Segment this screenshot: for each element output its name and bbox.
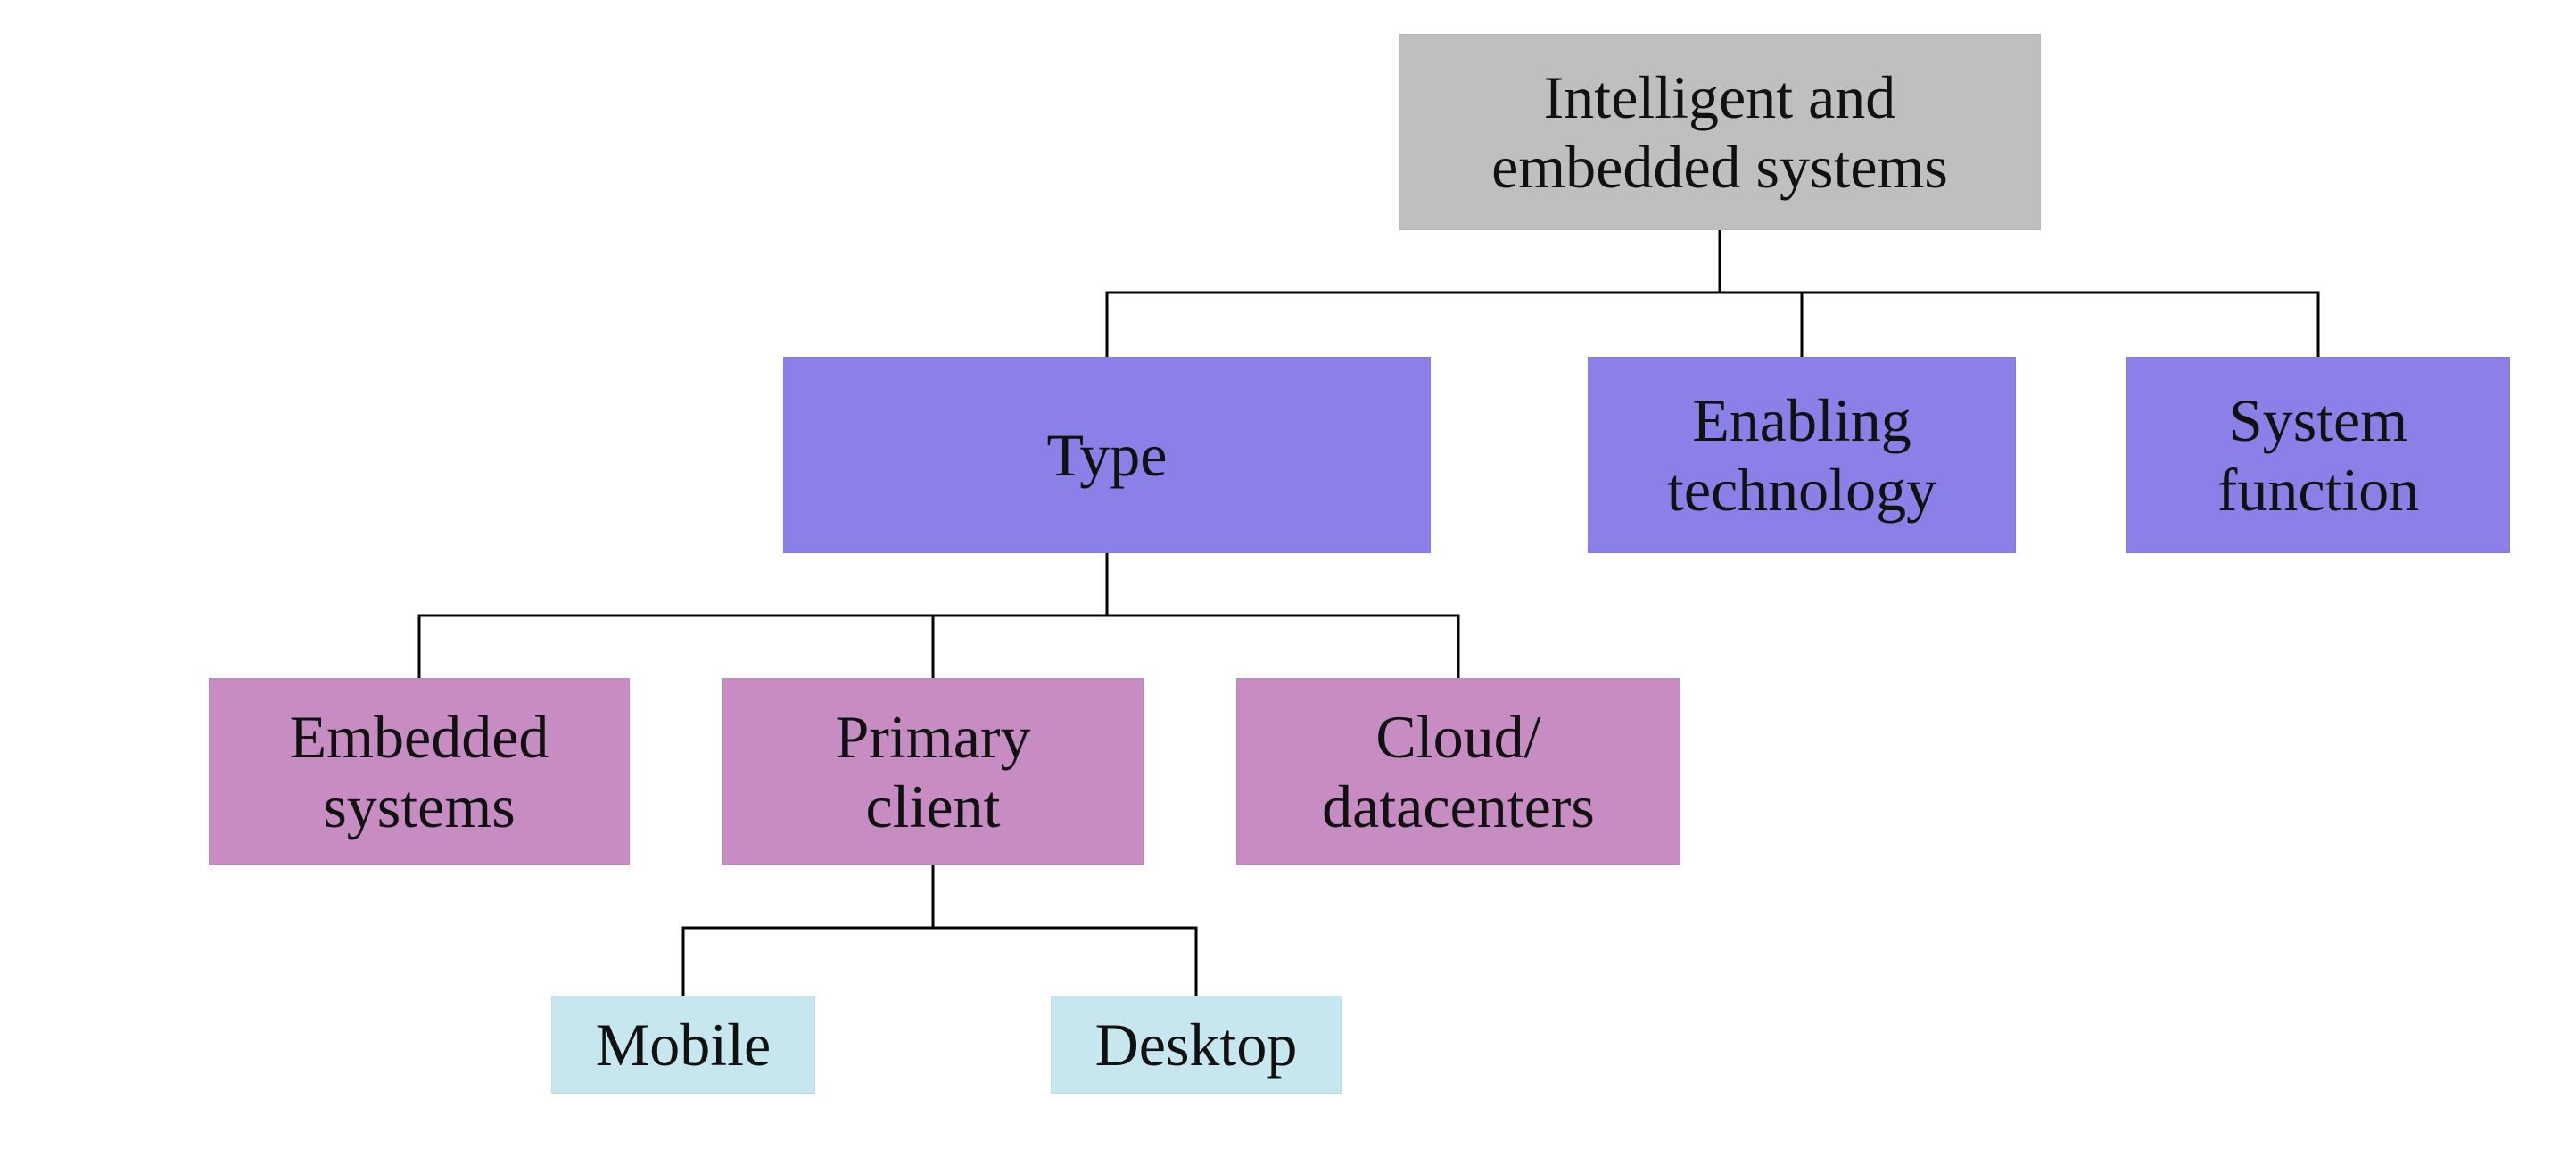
node-enabling-technology: Enabling technology bbox=[1588, 357, 2016, 553]
node-embedded-systems: Embedded systems bbox=[209, 678, 630, 865]
node-desktop: Desktop bbox=[1051, 996, 1342, 1094]
diagram-edges bbox=[0, 0, 2576, 1149]
node-type: Type bbox=[783, 357, 1431, 553]
diagram-canvas: Intelligent and embedded systems Type En… bbox=[0, 0, 2576, 1149]
node-mobile: Mobile bbox=[551, 996, 815, 1094]
node-system-function: System function bbox=[2126, 357, 2510, 553]
node-root: Intelligent and embedded systems bbox=[1399, 34, 2041, 230]
node-primary-client: Primary client bbox=[722, 678, 1144, 865]
node-cloud-datacenters: Cloud/ datacenters bbox=[1236, 678, 1680, 865]
